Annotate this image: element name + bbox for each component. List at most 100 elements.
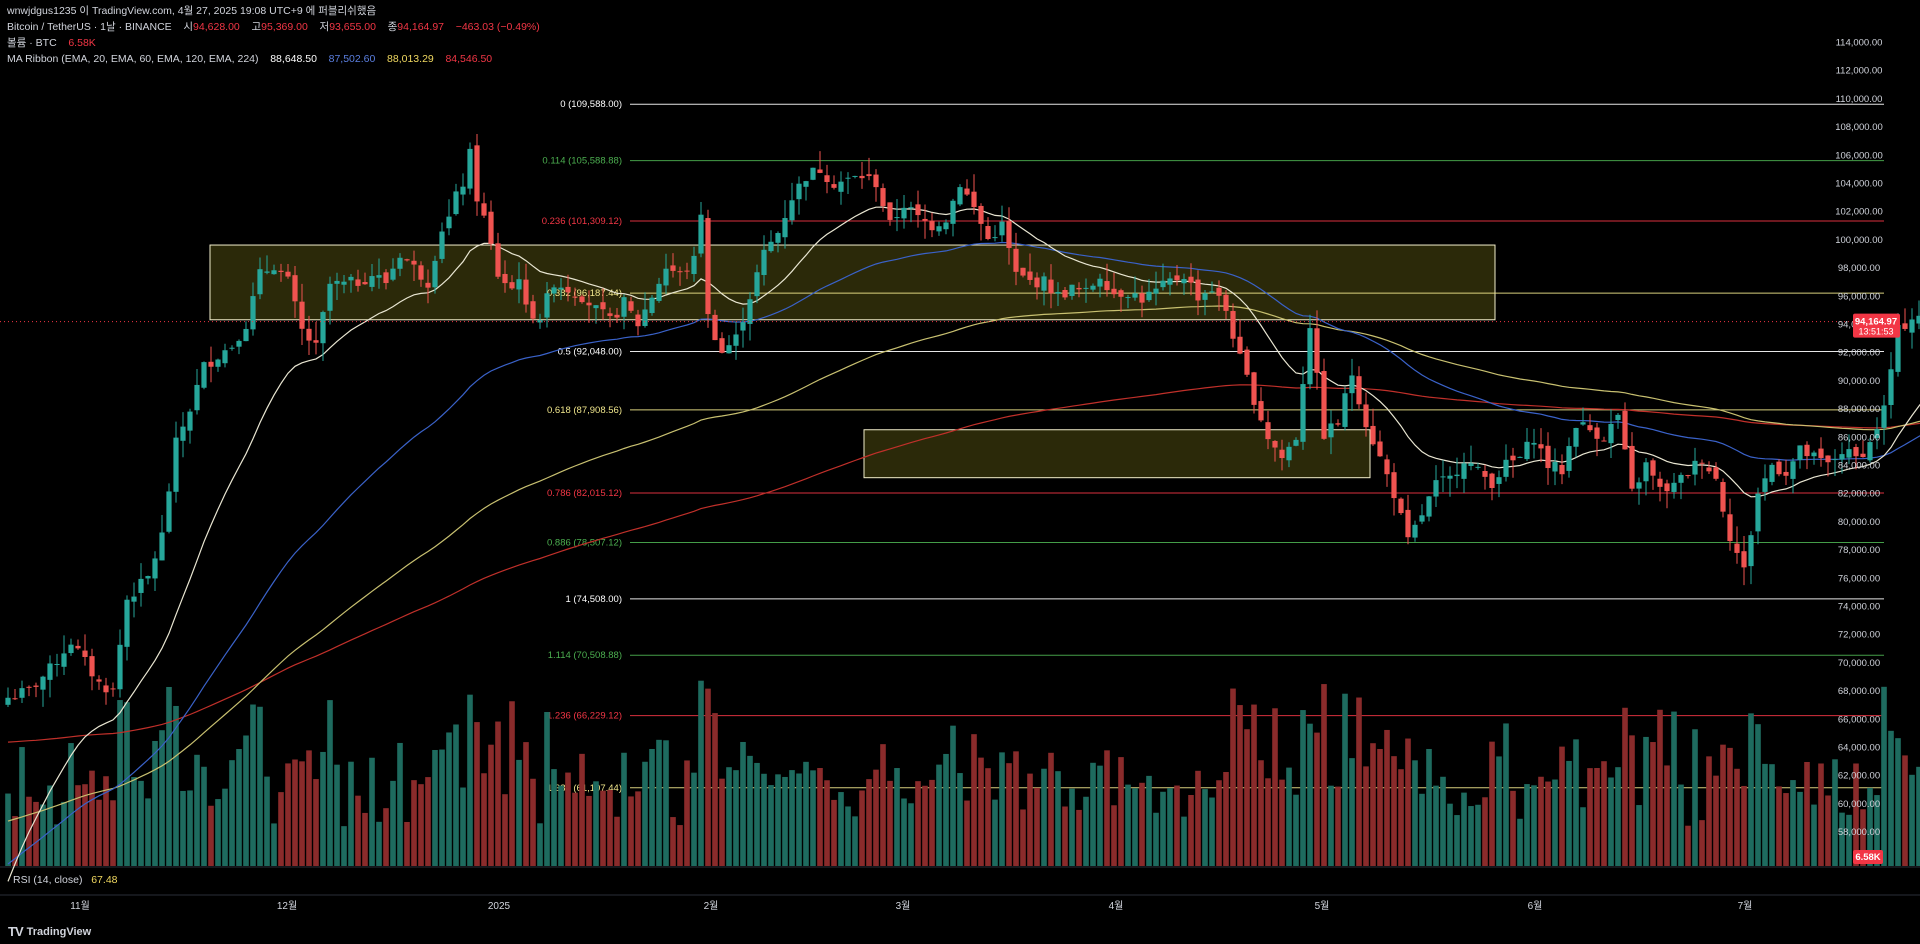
volume-bar: [1426, 748, 1432, 866]
candle-body: [1111, 288, 1117, 295]
volume-bar: [1097, 765, 1103, 866]
countdown-timer: 13:51:53: [1858, 327, 1893, 337]
candle-body: [1496, 477, 1502, 484]
candle-body: [551, 287, 557, 294]
candle-body: [1629, 445, 1635, 489]
volume-bar: [1286, 767, 1292, 866]
volume-bar: [537, 823, 543, 866]
candle-body: [663, 268, 669, 286]
candle-body: [320, 312, 326, 344]
volume-bar: [894, 768, 900, 866]
price-tick-label: 62,000.00: [1838, 771, 1880, 782]
volume-bar: [306, 750, 312, 866]
time-tick-label: 12월: [277, 900, 297, 912]
candle-body: [1454, 474, 1460, 477]
candle-body: [327, 283, 333, 311]
candle-body: [943, 222, 949, 230]
candle-body: [96, 679, 102, 682]
candle-body: [397, 257, 403, 269]
ohlc-legend: Bitcoin / TetherUS · 1날 · BINANCE 시94,62…: [7, 20, 540, 34]
publish-text: wnwjdgus1235 이 TradingView.com, 4월 27, 2…: [7, 5, 377, 17]
price-tick-label: 86,000.00: [1838, 432, 1880, 443]
price-tick-label: 98,000.00: [1838, 263, 1880, 274]
candle-body: [285, 271, 291, 277]
volume-bar: [1349, 758, 1355, 866]
candle-body: [1244, 349, 1250, 375]
volume-bar: [719, 778, 725, 866]
volume-bar: [1300, 710, 1306, 866]
volume-bar: [1650, 742, 1656, 866]
candle-body: [1391, 472, 1397, 499]
tradingview-logo[interactable]: TV TradingView: [8, 924, 91, 939]
candle-body: [1349, 375, 1355, 394]
candle-body: [1727, 514, 1733, 542]
candle-body: [1650, 460, 1656, 476]
candle-body: [418, 265, 424, 280]
volume-bar: [1139, 782, 1145, 866]
volume-bar: [614, 816, 620, 866]
volume-bar: [1580, 807, 1586, 866]
candle-body: [873, 174, 879, 188]
volume-bar: [768, 785, 774, 866]
volume-bar: [1279, 779, 1285, 866]
candle-body: [152, 558, 158, 579]
volume-bar: [677, 825, 683, 866]
candle-body: [1216, 287, 1222, 296]
candle-body: [1734, 543, 1740, 553]
volume-bar: [278, 792, 284, 866]
volume-bar: [922, 785, 928, 866]
volume-bar: [810, 770, 816, 866]
volume-bar: [1041, 768, 1047, 866]
candle-body: [859, 175, 865, 179]
volume-bar: [131, 777, 137, 866]
price-tick-label: 92,000.00: [1838, 348, 1880, 359]
candle-body: [1356, 376, 1362, 405]
symbol-name[interactable]: Bitcoin / TetherUS · 1날 · BINANCE: [7, 21, 172, 33]
volume-bar: [1251, 704, 1257, 866]
candle-body: [1538, 444, 1544, 449]
candle-body: [362, 282, 368, 285]
volume-bar: [194, 754, 200, 866]
volume-bar: [159, 730, 165, 866]
candle-body: [1503, 459, 1509, 477]
price-tick-label: 80,000.00: [1838, 517, 1880, 528]
volume-legend[interactable]: 볼륨 · BTC 6.58K: [7, 36, 96, 50]
candle-body: [1909, 319, 1915, 333]
candle-body: [754, 272, 760, 297]
volume-bar: [530, 778, 536, 866]
volume-bar: [54, 824, 60, 866]
volume-bar: [579, 753, 585, 866]
price-tick-label: 108,000.00: [1835, 122, 1883, 133]
ma-ribbon-legend[interactable]: MA Ribbon (EMA, 20, EMA, 60, EMA, 120, E…: [7, 52, 492, 66]
volume-axis-value: 6.58K: [1855, 852, 1880, 863]
candle-body: [572, 296, 578, 298]
volume-bar: [733, 770, 739, 866]
candle-body: [523, 279, 529, 305]
volume-bar: [1832, 759, 1838, 866]
price-tick-label: 70,000.00: [1838, 658, 1880, 669]
volume-bar: [1762, 763, 1768, 866]
volume-bar: [1195, 770, 1201, 866]
candle-body: [194, 384, 200, 411]
volume-bar: [754, 762, 760, 866]
candle-body: [999, 221, 1005, 236]
volume-bar: [5, 793, 11, 866]
rsi-legend[interactable]: RSI (14, close) 67.48: [13, 874, 118, 886]
candle-body: [1601, 440, 1607, 442]
candle-body: [257, 269, 263, 295]
publish-info: wnwjdgus1235 이 TradingView.com, 4월 27, 2…: [7, 4, 376, 18]
volume-bar: [271, 823, 277, 866]
candle-body: [1013, 248, 1019, 272]
price-tick-label: 90,000.00: [1838, 376, 1880, 387]
volume-bar: [1181, 816, 1187, 866]
candle-body: [1083, 287, 1089, 289]
high-value: 95,369.00: [261, 21, 308, 33]
candle-body: [1146, 291, 1152, 301]
price-tick-label: 106,000.00: [1835, 150, 1883, 161]
tradingview-logo-icon: TV: [8, 924, 24, 939]
volume-bar: [1475, 804, 1481, 866]
candle-body: [481, 203, 487, 216]
volume-bar: [999, 752, 1005, 866]
